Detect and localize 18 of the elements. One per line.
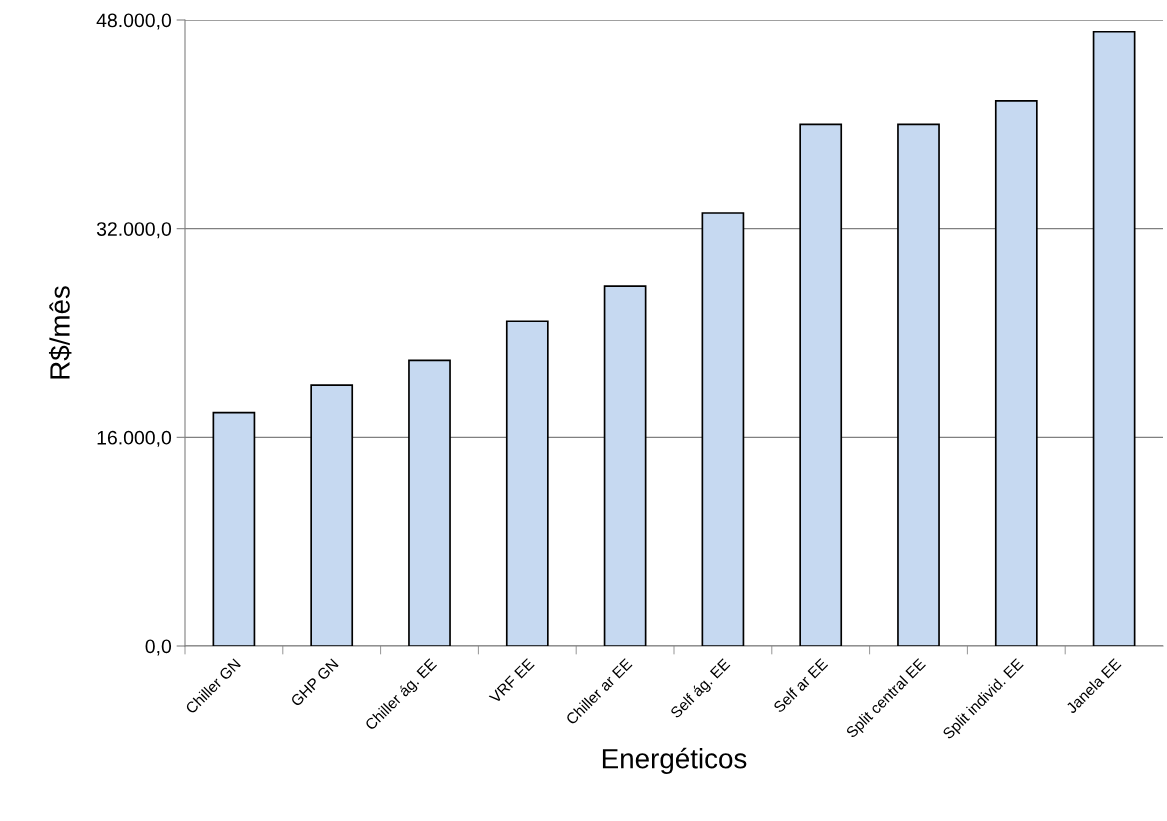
y-axis-title: R$/mês [48, 286, 72, 379]
x-tick-label: Self ar EE [772, 657, 829, 714]
bar [603, 285, 647, 646]
bar [310, 384, 354, 646]
bar [799, 123, 843, 646]
bar [701, 212, 745, 646]
x-tick-label: Self ág. EE [669, 657, 733, 721]
y-tick-label: 32.000,0 [96, 222, 172, 239]
bar [1092, 30, 1136, 646]
y-tick-label: 16.000,0 [97, 430, 172, 447]
y-tick-label: 48.000,0 [96, 13, 172, 30]
y-tick-label: 0,0 [145, 639, 172, 656]
bar [212, 411, 256, 646]
bar [897, 123, 940, 646]
x-axis-title: Energéticos [602, 747, 747, 775]
bar [994, 100, 1038, 646]
bar [408, 359, 451, 646]
bar [505, 320, 549, 646]
